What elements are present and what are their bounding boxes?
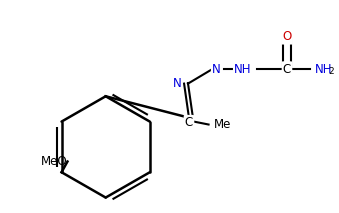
Text: NH: NH: [234, 62, 252, 75]
Text: 2: 2: [328, 68, 334, 76]
Text: O: O: [282, 30, 292, 43]
Text: N: N: [173, 77, 181, 90]
Text: Me: Me: [214, 118, 231, 131]
Text: C: C: [185, 116, 193, 129]
Text: N: N: [212, 62, 221, 75]
Text: MeO: MeO: [41, 155, 67, 168]
Text: C: C: [283, 62, 291, 75]
Text: NH: NH: [314, 62, 332, 75]
